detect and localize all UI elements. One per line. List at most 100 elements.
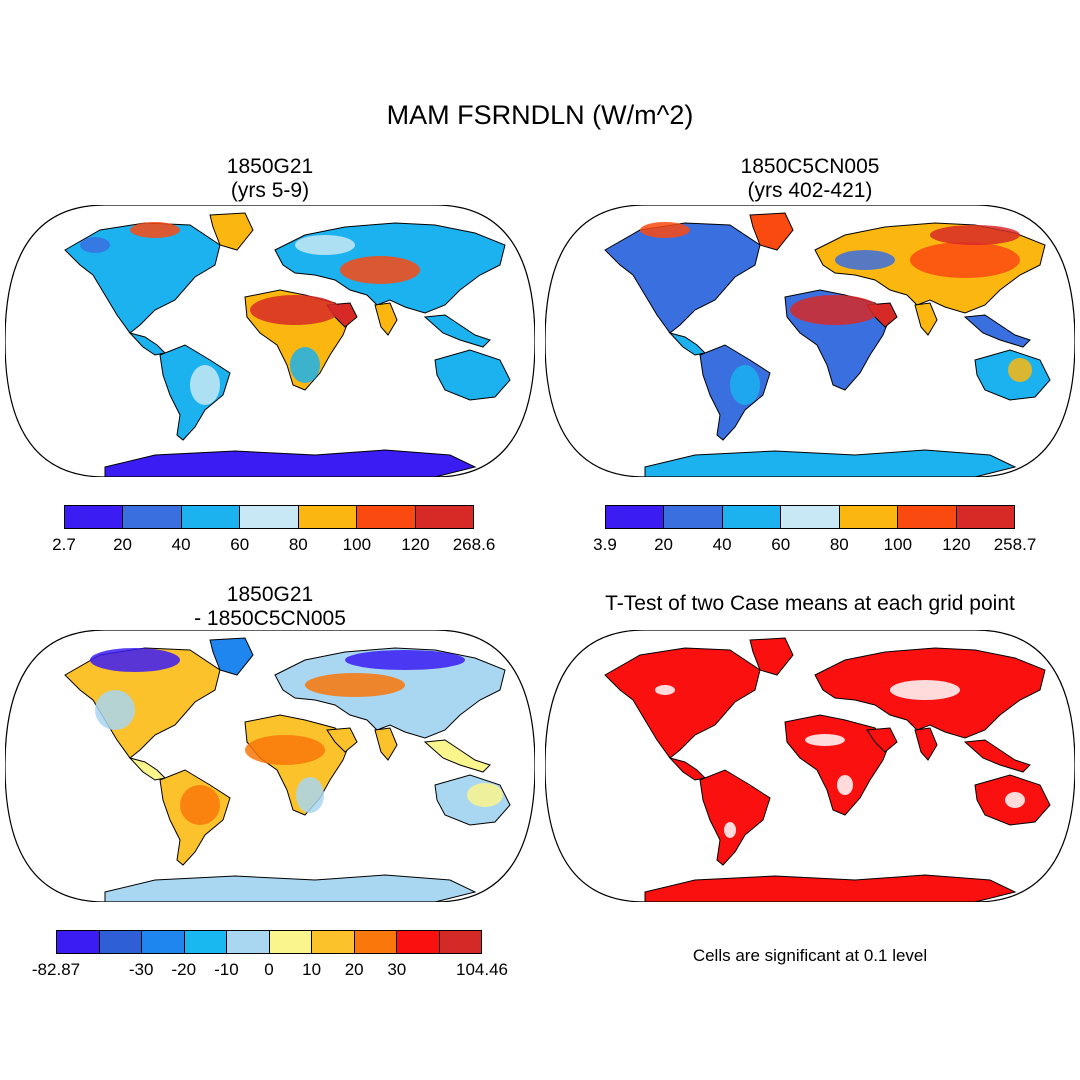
- colorbar-tick-label: 100: [342, 535, 372, 554]
- landmass-seasia: [423, 739, 491, 773]
- panel3-title-line1: 1850G21: [226, 583, 314, 606]
- colorbar-tick-label: -82.87: [31, 960, 81, 979]
- panel1-title-line1: 1850G21: [226, 155, 314, 178]
- data-region-patch: [296, 777, 324, 813]
- panel4-title: T-Test of two Case means at each grid po…: [540, 592, 1080, 616]
- data-region-patch: [305, 673, 405, 697]
- data-region-patch: [890, 680, 960, 700]
- map-features: [604, 212, 1051, 477]
- landmass-na: [604, 222, 761, 334]
- colorbar-panel1: [64, 505, 474, 529]
- map-features: [604, 637, 1051, 902]
- colorbar-tick-label: 40: [171, 535, 191, 554]
- data-region-patch: [805, 734, 845, 746]
- colorbar-panel2: [605, 505, 1015, 529]
- colorbar-tick-label: -30: [128, 960, 154, 979]
- landmass-arabia: [326, 727, 358, 753]
- colorbar-box: [240, 506, 299, 528]
- colorbar-tick-label: 2.7: [52, 535, 76, 554]
- data-region-patch: [1005, 792, 1025, 808]
- landmass-arabia: [866, 727, 898, 753]
- colorbar-box: [181, 506, 241, 528]
- landmass-india: [374, 727, 398, 761]
- colorbar-tick-label: 60: [771, 535, 791, 554]
- data-region-patch: [724, 822, 736, 838]
- map-border: [545, 630, 1075, 902]
- landmass-antarctica: [104, 449, 477, 477]
- panel3-title: 1850G21 - 1850C5CN005: [140, 583, 400, 631]
- data-region-patch: [245, 735, 325, 765]
- colorbar-tick-label: 60: [230, 535, 250, 554]
- data-region-patch: [130, 222, 180, 238]
- panel4-title-line1: T-Test of two Case means at each grid po…: [605, 592, 1015, 615]
- landmass-camerica: [128, 757, 167, 781]
- colorbar-box: [397, 931, 440, 953]
- colorbar-tick-label: 0: [264, 960, 274, 979]
- colorbar-box: [269, 931, 312, 953]
- landmass-na: [604, 647, 761, 759]
- data-region-patch: [837, 775, 853, 795]
- colorbar-box: [354, 931, 397, 953]
- data-region-patch: [730, 365, 760, 405]
- panel2-title-line2: (yrs 402-421): [747, 179, 873, 202]
- landmass-camerica: [128, 332, 167, 356]
- colorbar-tick-label: 20: [113, 535, 133, 554]
- data-region-patch: [295, 235, 355, 255]
- colorbar-tick-label: 80: [288, 535, 308, 554]
- colorbar-tick-label: 100: [883, 535, 913, 554]
- landmass-seasia: [963, 739, 1031, 773]
- colorbar-box: [956, 506, 1014, 528]
- colorbar-tick-label: 120: [401, 535, 430, 554]
- colorbar-tick-label: 268.6: [452, 535, 496, 554]
- colorbar-box: [298, 506, 358, 528]
- colorbar-box: [123, 506, 182, 528]
- panel4-map: [545, 630, 1075, 902]
- data-region-patch: [250, 295, 340, 325]
- landmass-seasia: [963, 314, 1031, 348]
- data-region-patch: [930, 225, 1020, 245]
- panel2-title: 1850C5CN005 (yrs 402-421): [680, 155, 940, 203]
- colorbar-box: [839, 506, 899, 528]
- landmass-greenland: [209, 637, 254, 676]
- colorbar-tick-label: 3.9: [593, 535, 617, 554]
- colorbar-tick-label: -10: [214, 960, 239, 979]
- panel3-title-line2: - 1850C5CN005: [194, 607, 346, 630]
- map-features: [64, 212, 511, 477]
- colorbar-tick-label: 20: [654, 535, 674, 554]
- colorbar-tick-label: 10: [302, 960, 322, 979]
- landmass-greenland: [209, 212, 254, 251]
- colorbar-box: [65, 506, 124, 528]
- colorbar-panel3: [56, 930, 482, 954]
- data-region-patch: [790, 295, 880, 325]
- landmass-greenland: [749, 637, 794, 676]
- landmass-india: [914, 302, 938, 336]
- colorbar-tick-label: 40: [712, 535, 732, 554]
- colorbar-box: [439, 931, 481, 953]
- colorbar-box: [312, 931, 355, 953]
- data-region-patch: [90, 648, 180, 672]
- landmass-greenland: [749, 212, 794, 251]
- data-region-patch: [340, 256, 420, 284]
- colorbar-box: [184, 931, 227, 953]
- colorbar-tick-label: 80: [829, 535, 849, 554]
- landmass-antarctica: [644, 449, 1017, 477]
- data-region-patch: [640, 222, 690, 238]
- landmass-camerica: [668, 332, 707, 356]
- map-features: [64, 637, 511, 902]
- colorbar-tick-label: 30: [387, 960, 407, 979]
- colorbar-box: [142, 931, 185, 953]
- data-region-patch: [655, 685, 675, 695]
- panel3-map: [5, 630, 535, 902]
- colorbar-box: [722, 506, 782, 528]
- colorbar-box: [781, 506, 840, 528]
- data-region-patch: [835, 250, 895, 270]
- colorbar-tick-label: 120: [942, 535, 971, 554]
- landmass-india: [374, 302, 398, 336]
- data-region-patch: [80, 237, 110, 253]
- landmass-sa: [699, 769, 771, 866]
- data-region-patch: [345, 650, 465, 670]
- colorbar-box: [99, 931, 142, 953]
- landmass-australia: [434, 349, 511, 401]
- colorbar-box: [415, 506, 473, 528]
- colorbar-tick-label: 104.46: [456, 960, 508, 979]
